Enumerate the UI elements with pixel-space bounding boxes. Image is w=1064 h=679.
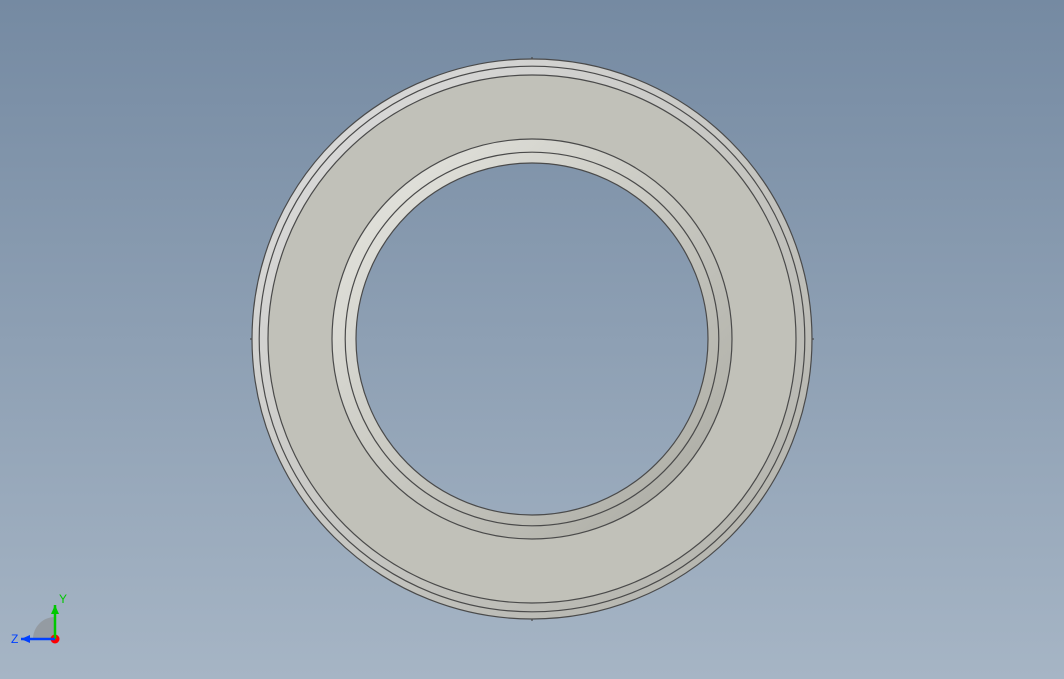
viewport-canvas[interactable] <box>0 0 1064 679</box>
svg-text:Z: Z <box>11 632 18 646</box>
axis-triad[interactable]: YZ <box>10 579 100 669</box>
cad-viewport[interactable]: YZ <box>0 0 1064 679</box>
svg-text:Y: Y <box>59 592 67 606</box>
